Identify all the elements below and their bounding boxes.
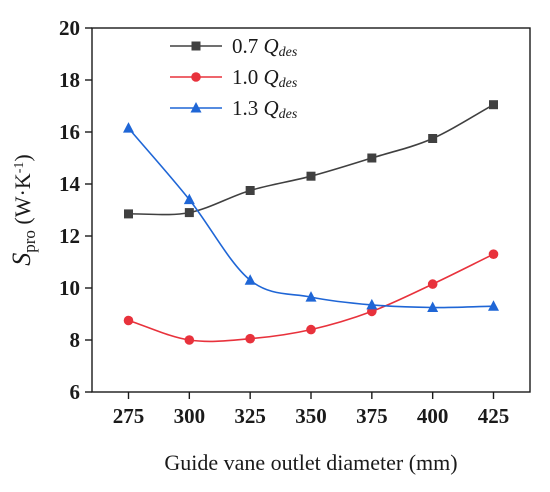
- data-point: [427, 279, 438, 289]
- series-0.7: [124, 100, 498, 219]
- data-point: [123, 122, 134, 133]
- data-point: [306, 324, 316, 335]
- x-tick-label: 400: [417, 404, 449, 428]
- legend-marker: [191, 72, 201, 82]
- legend-subscript: des: [279, 45, 298, 60]
- legend-subscript: des: [279, 107, 298, 122]
- y-tick-label: 10: [59, 276, 80, 300]
- data-point: [245, 186, 255, 195]
- data-point: [489, 100, 498, 110]
- x-tick-label: 325: [234, 404, 266, 428]
- data-point: [244, 274, 256, 285]
- data-point: [305, 291, 317, 302]
- y-tick-label: 6: [70, 380, 81, 404]
- data-point: [123, 315, 134, 326]
- data-point: [427, 301, 439, 312]
- legend-label: 1.3 Qdes: [232, 96, 298, 122]
- legend-label: 1.0 Qdes: [232, 65, 298, 91]
- y-axis-unit-exponent: -1: [12, 162, 27, 174]
- y-tick-label: 8: [70, 328, 81, 352]
- legend-label: 0.7 Qdes: [232, 34, 298, 60]
- y-tick-label: 12: [59, 224, 80, 248]
- legend-item: 1.3 Qdes: [170, 96, 298, 122]
- series-1.0: [123, 249, 499, 345]
- y-tick-label: 14: [59, 172, 81, 196]
- y-tick-label: 20: [59, 16, 80, 40]
- legend-marker: [190, 102, 202, 113]
- axes-layer: 275 300 325 350 375 400 425 6 8 10 12 14 16 18 20: [59, 16, 509, 428]
- data-point: [245, 333, 255, 344]
- data-point: [366, 298, 378, 310]
- x-tick-label: 300: [174, 404, 206, 428]
- x-tick-label: 375: [356, 404, 388, 428]
- legend-number: 1.0: [232, 65, 264, 89]
- x-tick-label: 275: [113, 404, 145, 428]
- data-point: [183, 193, 195, 205]
- legend-marker: [191, 41, 201, 51]
- y-tick-label: 16: [59, 120, 80, 144]
- legend-item: 0.7 Qdes: [170, 34, 298, 60]
- data-point: [184, 335, 195, 345]
- data-point: [124, 209, 133, 219]
- legend-symbol: Q: [264, 96, 279, 120]
- y-tick-label: 18: [59, 68, 80, 92]
- data-point: [488, 300, 499, 311]
- y-axis-title: Spro (W·K-1): [7, 154, 39, 265]
- legend-subscript: des: [279, 76, 298, 91]
- y-axis-symbol: S: [7, 253, 36, 266]
- y-axis-unit: (W·K: [10, 173, 35, 230]
- legend-symbol: Q: [264, 34, 279, 58]
- x-axis-title: Guide vane outlet diameter (mm): [164, 450, 457, 475]
- data-point: [184, 208, 194, 218]
- legend-number: 0.7: [232, 34, 264, 58]
- x-tick-label: 350: [295, 404, 327, 428]
- data-point: [306, 171, 316, 181]
- legend-symbol: Q: [264, 65, 279, 89]
- legend-number: 1.3: [232, 96, 264, 120]
- series-layer: [123, 100, 499, 345]
- series-1.3: [123, 122, 499, 312]
- data-point: [367, 153, 377, 163]
- y-axis-unit-close: ): [10, 154, 35, 161]
- data-point: [428, 134, 438, 143]
- x-tick-label: 425: [478, 404, 510, 428]
- y-axis-subscript: pro: [20, 230, 39, 253]
- legend-item: 1.0 Qdes: [170, 65, 298, 91]
- data-point: [488, 249, 499, 259]
